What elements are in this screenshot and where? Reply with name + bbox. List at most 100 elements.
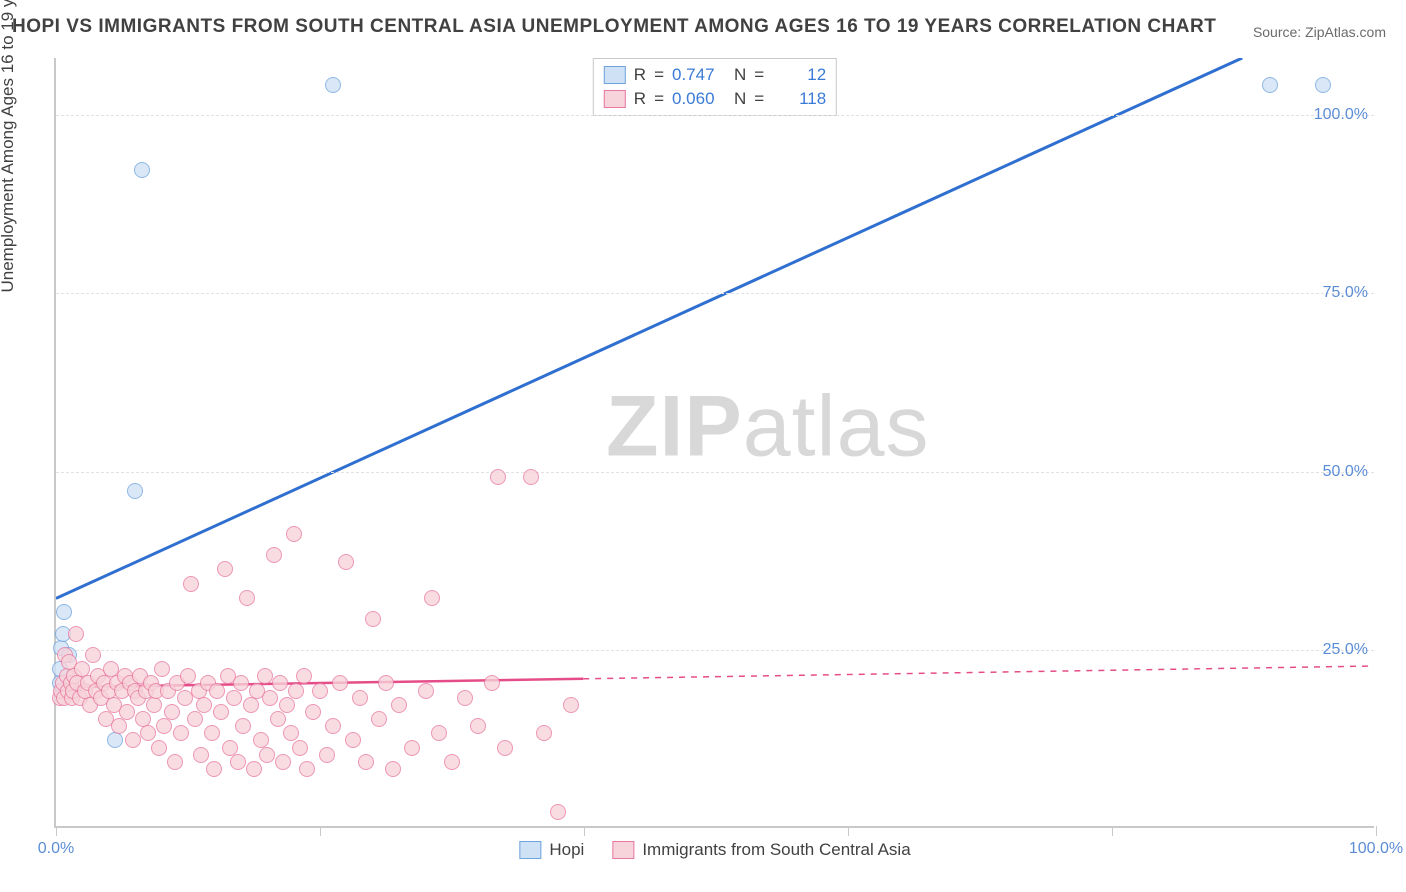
y-tick-label: 25.0%: [1323, 641, 1368, 659]
data-point: [187, 711, 203, 727]
x-tick: [848, 826, 849, 836]
data-point: [257, 668, 273, 684]
data-point: [1262, 77, 1278, 93]
data-point: [319, 747, 335, 763]
legend-n-label: N: [734, 65, 746, 85]
data-point: [151, 740, 167, 756]
watermark: ZIPatlas: [606, 377, 929, 476]
chart-title: HOPI VS IMMIGRANTS FROM SOUTH CENTRAL AS…: [12, 16, 1216, 38]
legend-eq: =: [654, 89, 664, 109]
data-point: [523, 469, 539, 485]
stats-legend-row: R=0.060N=118: [600, 87, 830, 111]
data-point: [484, 675, 500, 691]
data-point: [385, 761, 401, 777]
data-point: [288, 683, 304, 699]
series-legend-item: Immigrants from South Central Asia: [612, 840, 910, 860]
data-point: [125, 732, 141, 748]
data-point: [325, 77, 341, 93]
x-tick: [584, 826, 585, 836]
data-point: [262, 690, 278, 706]
stats-legend: R=0.747N=12R=0.060N=118: [593, 58, 837, 116]
x-tick: [1376, 826, 1377, 836]
regression-line: [56, 58, 1242, 598]
data-point: [292, 740, 308, 756]
data-point: [127, 483, 143, 499]
data-point: [226, 690, 242, 706]
data-point: [270, 711, 286, 727]
data-point: [378, 675, 394, 691]
legend-eq: =: [754, 65, 764, 85]
data-point: [279, 697, 295, 713]
x-tick-label: 0.0%: [38, 840, 74, 858]
data-point: [235, 718, 251, 734]
data-point: [365, 611, 381, 627]
gridline: [56, 115, 1374, 116]
watermark-zip: ZIP: [606, 378, 743, 474]
data-point: [154, 661, 170, 677]
data-point: [246, 761, 262, 777]
data-point: [193, 747, 209, 763]
data-point: [146, 697, 162, 713]
legend-n-value: 118: [772, 89, 826, 109]
legend-swatch: [604, 90, 626, 108]
gridline: [56, 293, 1374, 294]
data-point: [358, 754, 374, 770]
x-tick: [1112, 826, 1113, 836]
legend-r-label: R: [634, 89, 646, 109]
data-point: [497, 740, 513, 756]
watermark-atlas: atlas: [743, 378, 930, 474]
data-point: [140, 725, 156, 741]
data-point: [156, 718, 172, 734]
legend-swatch: [612, 841, 634, 859]
y-tick-label: 100.0%: [1314, 106, 1368, 124]
legend-swatch: [604, 66, 626, 84]
data-point: [272, 675, 288, 691]
data-point: [305, 704, 321, 720]
data-point: [338, 554, 354, 570]
x-tick: [56, 826, 57, 836]
regression-line-dashed: [583, 666, 1374, 679]
data-point: [345, 732, 361, 748]
series-legend-item: Hopi: [519, 840, 584, 860]
series-legend: Hopi Immigrants from South Central Asia: [519, 840, 910, 860]
data-point: [164, 704, 180, 720]
data-point: [56, 604, 72, 620]
data-point: [550, 804, 566, 820]
data-point: [371, 711, 387, 727]
series-legend-label: Immigrants from South Central Asia: [642, 840, 910, 860]
data-point: [230, 754, 246, 770]
plot-area: ZIPatlas R=0.747N=12R=0.060N=118 HopiImm…: [54, 58, 1374, 828]
data-point: [243, 697, 259, 713]
data-point: [217, 561, 233, 577]
legend-r-value: 0.747: [672, 65, 726, 85]
data-point: [173, 725, 189, 741]
data-point: [332, 675, 348, 691]
y-axis-label: Unemployment Among Ages 16 to 19 years: [0, 0, 18, 293]
data-point: [457, 690, 473, 706]
data-point: [563, 697, 579, 713]
legend-r-label: R: [634, 65, 646, 85]
data-point: [183, 576, 199, 592]
data-point: [283, 725, 299, 741]
data-point: [213, 704, 229, 720]
stats-legend-row: R=0.747N=12: [600, 63, 830, 87]
data-point: [431, 725, 447, 741]
x-tick: [320, 826, 321, 836]
data-point: [490, 469, 506, 485]
data-point: [239, 590, 255, 606]
data-point: [266, 547, 282, 563]
legend-eq: =: [754, 89, 764, 109]
data-point: [352, 690, 368, 706]
data-point: [209, 683, 225, 699]
y-tick-label: 50.0%: [1323, 463, 1368, 481]
data-point: [444, 754, 460, 770]
x-tick-label: 100.0%: [1349, 840, 1403, 858]
data-point: [68, 626, 84, 642]
data-point: [1315, 77, 1331, 93]
data-point: [286, 526, 302, 542]
data-point: [85, 647, 101, 663]
data-point: [299, 761, 315, 777]
legend-n-label: N: [734, 89, 746, 109]
data-point: [204, 725, 220, 741]
data-point: [180, 668, 196, 684]
